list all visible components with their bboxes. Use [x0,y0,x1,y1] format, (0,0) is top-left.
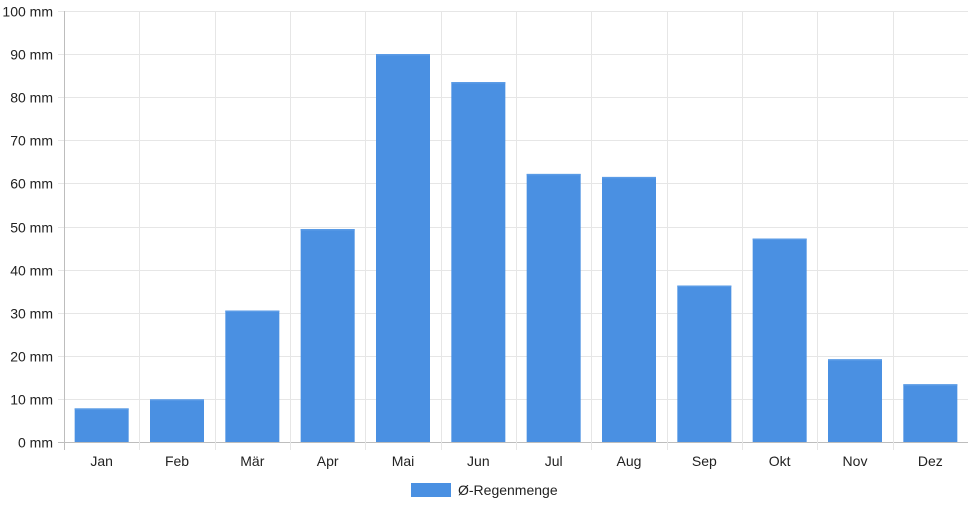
y-tick-label: 100 mm [2,4,53,20]
bar-top-edge [752,238,807,241]
x-tick-label: Jan [90,453,113,469]
x-tick-label: Mär [240,453,264,469]
bar-mai[interactable] [376,54,430,442]
y-tick-label: 0 mm [18,435,53,451]
bar-apr[interactable] [300,229,355,442]
bar-top-edge [300,229,355,231]
bar-top-edge [376,54,430,56]
x-tick-label: Mai [392,453,415,469]
x-tick-label: Sep [692,453,717,469]
legend[interactable]: Ø-Regenmenge [411,482,558,498]
bar-top-edge [451,82,506,84]
x-tick-label: Jul [545,453,563,469]
bar-top-edge [677,285,732,288]
y-axis-ticks: 0 mm 10 mm 20 mm 30 mm 40 mm 50 mm 60 mm 70 mm 8… [2,4,53,451]
bar-dez[interactable] [903,384,958,442]
bar-top-edge [602,176,656,179]
x-tick-label: Jun [467,453,490,469]
bars [74,54,958,443]
legend-swatch [411,483,451,497]
bar-aug[interactable] [602,176,656,442]
bar-okt[interactable] [752,238,807,442]
y-tick-label: 70 mm [10,133,53,149]
y-tick-label: 40 mm [10,263,53,279]
bar-top-edge [225,310,280,313]
bar-top-edge [828,359,882,361]
bar-top-edge [903,384,958,386]
bar-top-edge [74,408,129,410]
bar-top-edge [150,399,204,401]
bar-jul[interactable] [526,173,581,442]
x-tick-label: Aug [617,453,642,469]
bar-jun[interactable] [451,82,506,443]
x-tick-label: Okt [769,453,791,469]
bar-mär[interactable] [225,310,280,442]
x-tick-label: Nov [843,453,868,469]
bar-nov[interactable] [828,359,882,442]
bar-sep[interactable] [677,285,732,442]
x-tick-label: Dez [918,453,943,469]
y-tick-label: 60 mm [10,176,53,192]
gridlines [58,11,968,450]
y-tick-label: 30 mm [10,306,53,322]
bar-top-edge [526,173,581,176]
y-tick-label: 80 mm [10,90,53,106]
bar-jan[interactable] [74,408,129,442]
x-axis-ticks: Jan Feb Mär Apr Mai Jun Jul Aug Sep Okt Nov Dez [90,453,942,469]
x-tick-label: Feb [165,453,189,469]
legend-label: Ø-Regenmenge [458,482,558,498]
y-tick-label: 10 mm [10,392,53,408]
y-tick-label: 20 mm [10,349,53,365]
x-tick-label: Apr [317,453,339,469]
y-tick-label: 90 mm [10,47,53,63]
bar-feb[interactable] [150,399,204,442]
y-tick-label: 50 mm [10,220,53,236]
